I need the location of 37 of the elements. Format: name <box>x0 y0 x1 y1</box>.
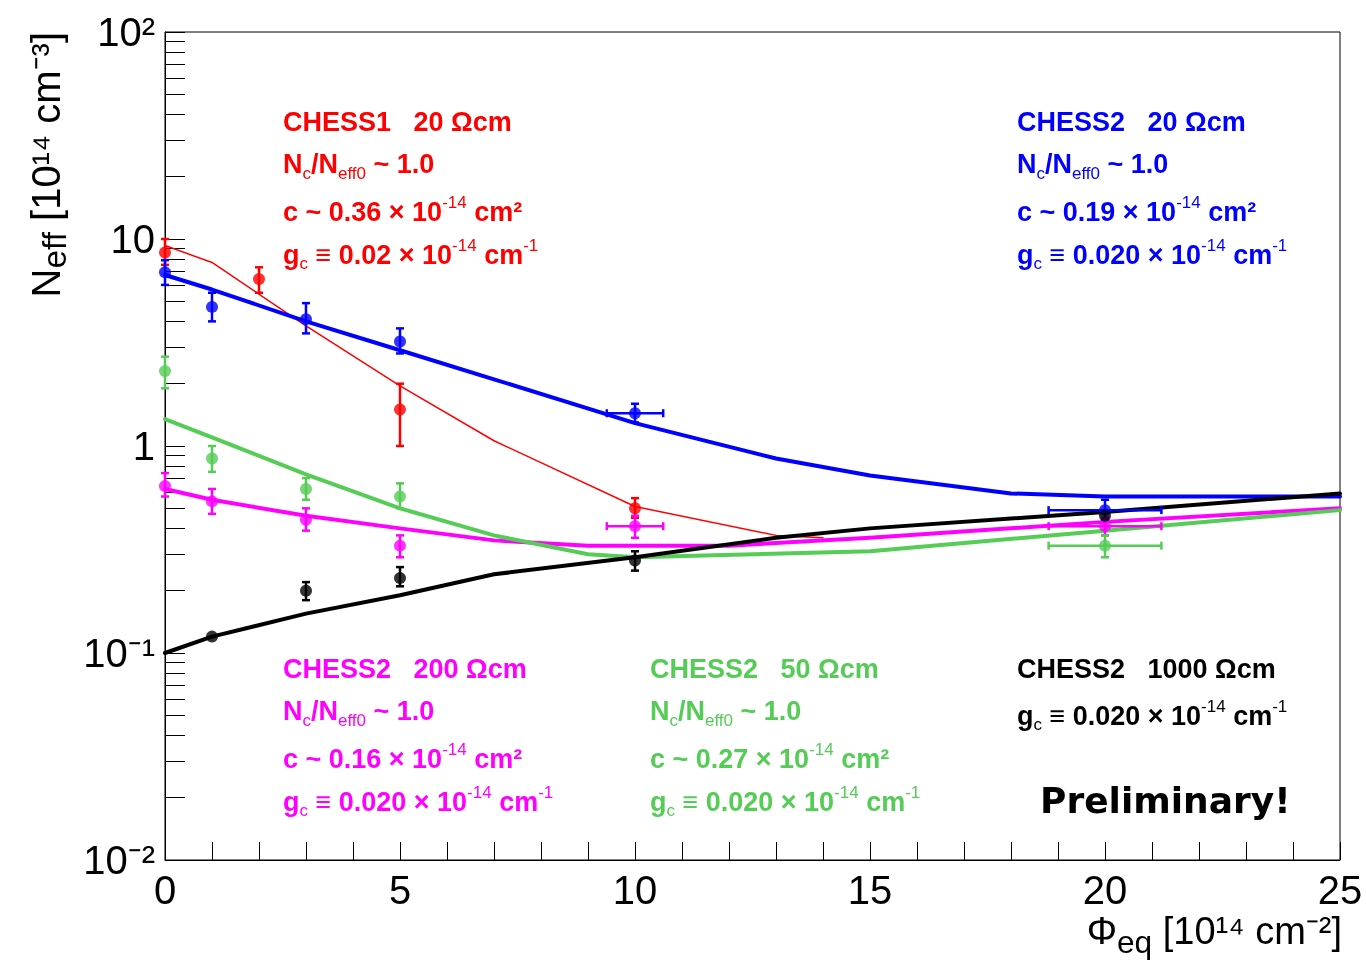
point <box>206 495 218 508</box>
point <box>300 313 312 326</box>
x-tick-label: 10 <box>612 868 658 912</box>
point <box>1099 539 1111 552</box>
point <box>394 335 406 348</box>
y-tick-label: 10 <box>110 217 155 261</box>
x-axis-title: Φ$_{eq}$ [10¹⁴ cm⁻²] <box>1086 910 1342 960</box>
point <box>629 554 641 567</box>
text: CHESS1 20 Ωcm <box>283 106 512 137</box>
point <box>159 365 171 378</box>
point <box>394 539 406 552</box>
point <box>206 300 218 313</box>
point <box>206 630 218 643</box>
text: CHESS2 200 Ωcm <box>283 653 527 684</box>
x-tick-label: 5 <box>388 868 412 912</box>
point <box>300 482 312 495</box>
y-tick-label: 10⁻¹ <box>83 631 155 675</box>
y-tick-label: 10² <box>97 10 155 54</box>
point <box>253 273 265 286</box>
y-tick-label: 1 <box>132 424 155 468</box>
point <box>629 407 641 420</box>
text: CHESS2 20 Ωcm <box>1017 106 1246 137</box>
x-tick-label: 15 <box>847 868 893 912</box>
y-tick-label: 10⁻² <box>83 838 155 882</box>
point <box>159 480 171 493</box>
point <box>300 513 312 526</box>
x-tick-label: 0 <box>153 868 177 912</box>
point <box>394 403 406 416</box>
x-tick-label: 20 <box>1082 868 1128 912</box>
annotation: Preliminary! <box>1040 779 1291 821</box>
point <box>394 490 406 503</box>
point <box>206 452 218 465</box>
x-tick-label: 25 <box>1317 868 1363 912</box>
point <box>629 520 641 533</box>
text: CHESS2 1000 Ωcm <box>1017 653 1276 684</box>
point <box>300 584 312 597</box>
text: CHESS2 50 Ωcm <box>650 653 879 684</box>
